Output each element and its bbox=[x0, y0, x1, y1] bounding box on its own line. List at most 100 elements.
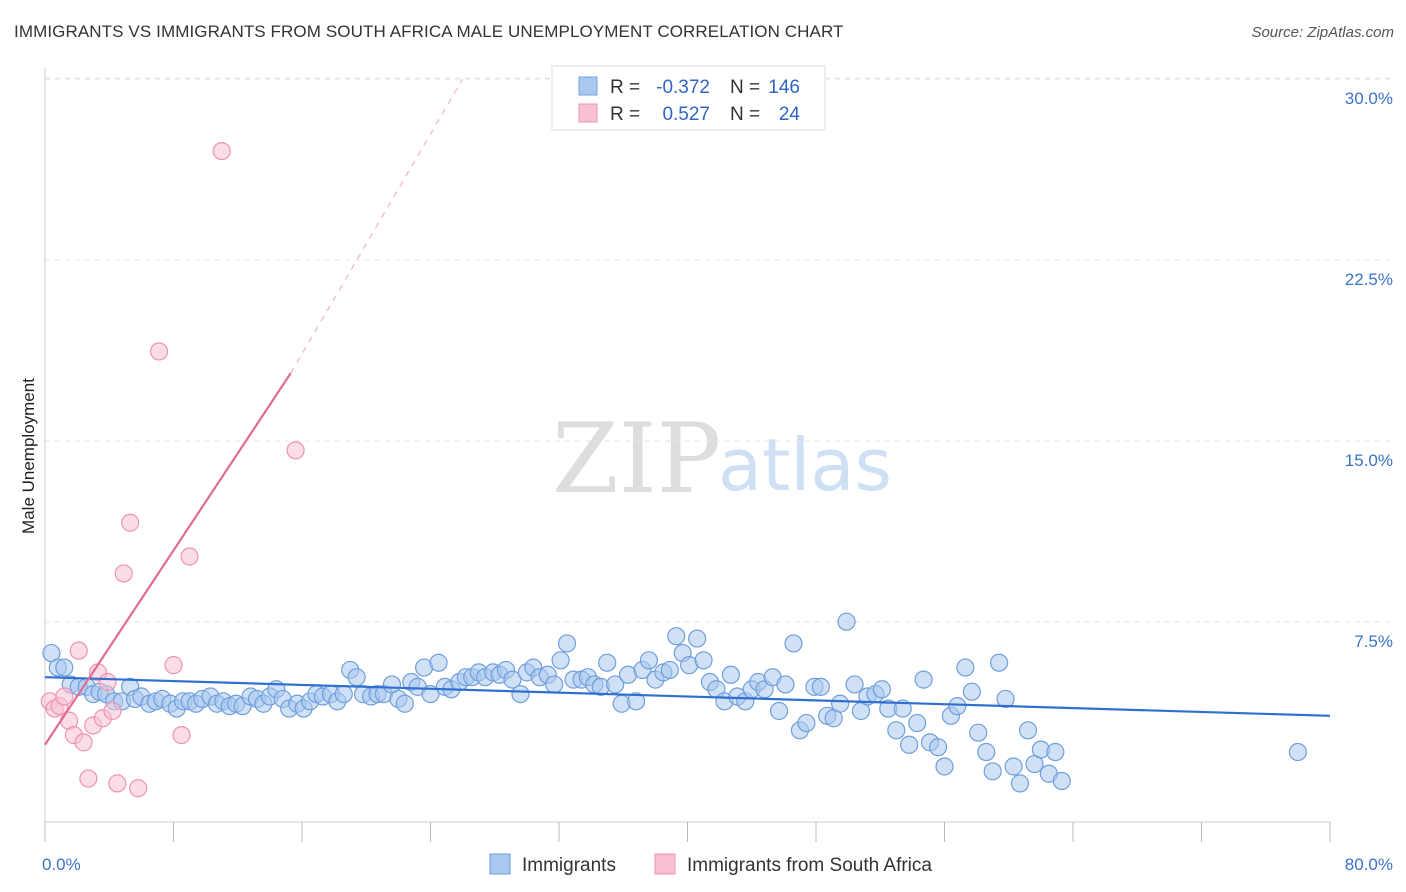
x-tick-label-max: 80.0% bbox=[1345, 855, 1393, 874]
y-tick-label: 30.0% bbox=[1345, 89, 1393, 108]
top-legend: R = -0.372 N = 146 R = 0.527 N = 24 bbox=[551, 65, 826, 131]
watermark-zip: ZIP bbox=[552, 403, 721, 515]
chart-title: IMMIGRANTS VS IMMIGRANTS FROM SOUTH AFRI… bbox=[14, 22, 844, 41]
immigrants-point bbox=[551, 651, 570, 670]
legend-swatch-south-africa bbox=[578, 103, 598, 123]
south-africa-point bbox=[69, 641, 88, 660]
immigrants-point bbox=[948, 697, 967, 716]
immigrants-point bbox=[956, 658, 975, 677]
immigrants-point bbox=[626, 692, 646, 711]
immigrants-point bbox=[606, 675, 625, 694]
immigrants-point bbox=[845, 675, 864, 694]
immigrants-point bbox=[639, 651, 659, 670]
immigrants-point bbox=[830, 694, 850, 713]
south-africa-point bbox=[98, 672, 117, 692]
immigrants-trend-line bbox=[44, 676, 1331, 717]
immigrants-point bbox=[893, 699, 912, 718]
south-africa-point bbox=[121, 513, 140, 532]
immigrants-point bbox=[990, 653, 1009, 672]
immigrants-point bbox=[1288, 742, 1307, 762]
immigrants-point bbox=[545, 675, 564, 694]
legend-n-label-2: N = bbox=[730, 104, 760, 125]
immigrants-point bbox=[784, 634, 803, 653]
south-africa-point bbox=[79, 769, 98, 788]
legend-swatch-immigrants bbox=[578, 76, 598, 96]
bottom-legend: Immigrants Immigrants from South Africa bbox=[489, 853, 932, 876]
chart-source: Source: ZipAtlas.com bbox=[1251, 24, 1394, 41]
immigrants-point bbox=[872, 680, 891, 699]
bottom-legend-label-immigrants: Immigrants bbox=[522, 855, 616, 876]
south-africa-trend-line bbox=[44, 372, 292, 746]
immigrants-point bbox=[1052, 771, 1071, 791]
immigrants-point bbox=[900, 735, 919, 754]
immigrants-point bbox=[503, 670, 522, 689]
immigrants-point bbox=[660, 660, 679, 680]
y-tick-label: 7.5% bbox=[1354, 632, 1393, 651]
immigrants-point bbox=[962, 682, 981, 701]
y-tick-label: 15.0% bbox=[1345, 451, 1393, 470]
axes: 7.5% 15.0% 22.5% 30.0% 0.0% 80.0% bbox=[42, 68, 1393, 874]
immigrants-point bbox=[1010, 774, 1030, 793]
legend-r-value-1: -0.372 bbox=[656, 77, 710, 98]
legend-r-label-2: R = bbox=[610, 104, 640, 125]
legend-n-value-1: 146 bbox=[768, 77, 800, 98]
legend-r-label-1: R = bbox=[610, 77, 640, 98]
immigrants-point bbox=[688, 629, 707, 648]
immigrants-point bbox=[511, 684, 530, 704]
immigrants-point bbox=[598, 653, 617, 672]
immigrants-point bbox=[1004, 757, 1023, 776]
south-africa-point bbox=[164, 656, 183, 675]
immigrants-point bbox=[969, 723, 988, 742]
immigrants-point bbox=[334, 684, 353, 704]
legend-r-value-2: 0.527 bbox=[662, 104, 710, 125]
trend-lines bbox=[44, 78, 1331, 746]
south-africa-point bbox=[172, 726, 191, 745]
immigrants-point bbox=[1046, 742, 1065, 762]
immigrants-point bbox=[914, 670, 933, 689]
south-africa-point bbox=[103, 701, 122, 721]
y-axis-label: Male Unemployment bbox=[19, 378, 38, 534]
south-africa-point bbox=[55, 687, 74, 706]
south-africa-point bbox=[149, 342, 169, 361]
immigrants-point bbox=[811, 677, 830, 696]
south-africa-point bbox=[114, 564, 133, 583]
immigrants-point bbox=[557, 634, 577, 653]
south-africa-point bbox=[212, 141, 231, 161]
grid-lines bbox=[45, 77, 1392, 623]
bottom-legend-label-south-africa: Immigrants from South Africa bbox=[687, 855, 932, 876]
south-africa-point bbox=[108, 774, 127, 793]
y-tick-label: 22.5% bbox=[1345, 270, 1393, 289]
immigrants-point bbox=[935, 757, 954, 776]
immigrants-point bbox=[908, 713, 927, 733]
immigrants-point bbox=[1018, 721, 1038, 740]
bottom-legend-swatch-south-africa bbox=[654, 853, 676, 875]
immigrants-point bbox=[55, 658, 74, 677]
immigrants-point bbox=[887, 721, 906, 740]
data-points bbox=[40, 141, 1307, 798]
immigrants-point bbox=[347, 668, 366, 687]
immigrants-point bbox=[977, 742, 996, 762]
legend-n-value-2: 24 bbox=[779, 104, 801, 125]
immigrants-point bbox=[776, 675, 795, 694]
immigrants-point bbox=[721, 665, 740, 684]
south-africa-point bbox=[180, 547, 199, 566]
bottom-legend-swatch-immigrants bbox=[489, 853, 511, 875]
immigrants-point bbox=[996, 689, 1015, 709]
legend-n-label-1: N = bbox=[730, 77, 760, 98]
immigrants-point bbox=[667, 627, 686, 646]
immigrants-point bbox=[837, 612, 856, 631]
south-africa-point bbox=[129, 779, 148, 798]
watermark-atlas: atlas bbox=[718, 423, 892, 507]
south-africa-point bbox=[286, 441, 305, 460]
south-africa-point bbox=[74, 733, 93, 752]
immigrants-point bbox=[429, 653, 448, 672]
immigrants-point bbox=[928, 738, 948, 757]
south-africa-trend-extension bbox=[290, 78, 464, 374]
immigrants-point bbox=[769, 701, 789, 721]
immigrants-point bbox=[694, 651, 713, 670]
immigrants-point bbox=[983, 762, 1002, 781]
immigrants-point bbox=[797, 713, 816, 733]
x-tick-label-min: 0.0% bbox=[42, 855, 81, 874]
immigrants-point bbox=[395, 694, 414, 713]
